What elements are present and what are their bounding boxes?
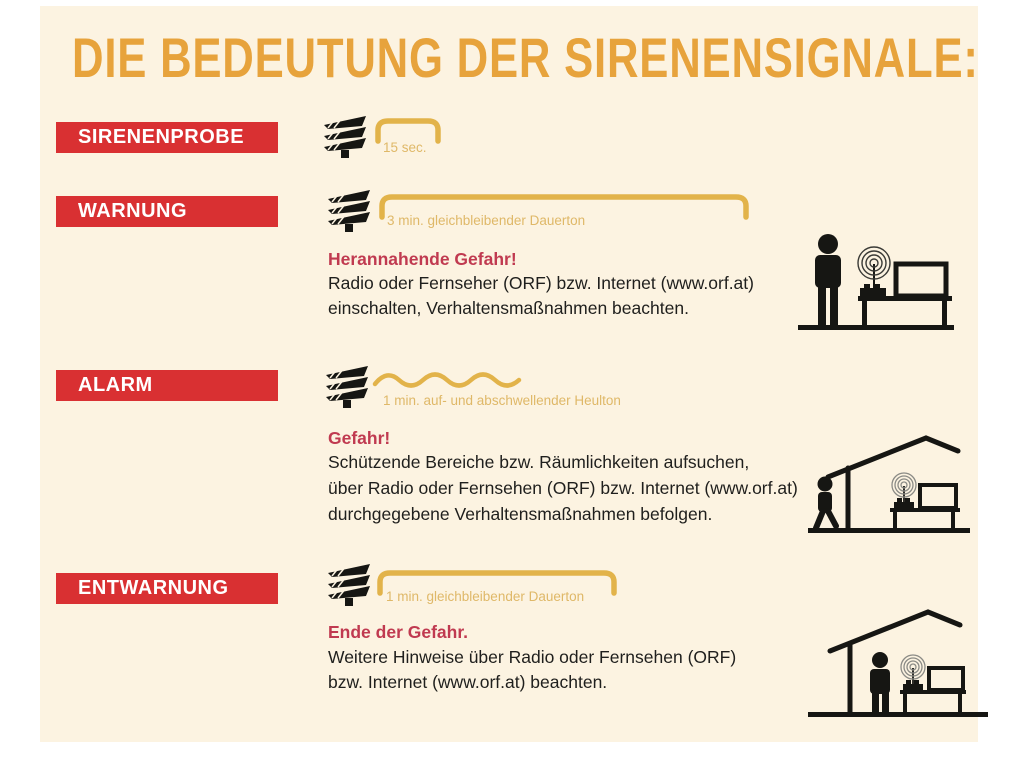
duration-bracket-icon — [376, 568, 618, 596]
section-heading: Gefahr! — [328, 428, 391, 448]
page-title: DIE BEDEUTUNG DER SIRENENSIGNALE: — [72, 26, 979, 89]
signal-caption: 15 sec. — [383, 140, 427, 155]
section-body: Weitere Hinweise über Radio oder Fernseh… — [328, 645, 736, 695]
siren-wave-icon — [372, 368, 522, 394]
badge-label: ENTWARNUNG — [78, 577, 229, 599]
signal-caption: 3 min. gleichbleibender Dauerton — [387, 213, 586, 228]
siren-icon — [326, 188, 372, 234]
section-heading: Herannahende Gefahr! — [328, 249, 517, 269]
body-line: Schützende Bereiche bzw. Räumlichkeiten … — [328, 452, 750, 472]
body-line: bzw. Internet (www.orf.at) beachten. — [328, 672, 608, 692]
body-line: einschalten, Verhaltensmaßnahmen beachte… — [328, 298, 689, 318]
siren-icon — [324, 364, 370, 410]
person-inside-house-pictogram — [808, 598, 998, 720]
badge-alarm: ALARM — [56, 370, 278, 401]
badge-label: WARNUNG — [78, 200, 188, 222]
body-line: Weitere Hinweise über Radio oder Fernseh… — [328, 647, 737, 667]
duration-bracket-icon — [378, 192, 750, 220]
body-line: über Radio oder Fernsehen (ORF) bzw. Int… — [328, 478, 798, 498]
badge-sirenenprobe: SIRENENPROBE — [56, 122, 278, 153]
signal-caption: 1 min. auf- und abschwellender Heulton — [383, 393, 621, 408]
section-heading: Ende der Gefahr. — [328, 622, 469, 642]
duration-bracket-icon — [374, 116, 442, 144]
badge-label: ALARM — [78, 374, 153, 396]
siren-icon — [326, 562, 372, 608]
siren-icon — [322, 114, 368, 160]
person-with-radio-and-tv-pictogram — [796, 230, 956, 332]
badge-label: SIRENENPROBE — [78, 126, 245, 148]
body-line: durchgegebene Verhaltensmaßnahmen befolg… — [328, 504, 713, 524]
section-body: Schützende Bereiche bzw. Räumlichkeiten … — [328, 449, 798, 527]
badge-warnung: WARNUNG — [56, 196, 278, 227]
body-line: Radio oder Fernseher (ORF) bzw. Internet… — [328, 273, 754, 293]
section-body: Radio oder Fernseher (ORF) bzw. Internet… — [328, 271, 754, 321]
person-entering-house-pictogram — [808, 424, 988, 536]
badge-entwarnung: ENTWARNUNG — [56, 573, 278, 604]
signal-caption: 1 min. gleichbleibender Dauerton — [386, 589, 585, 604]
